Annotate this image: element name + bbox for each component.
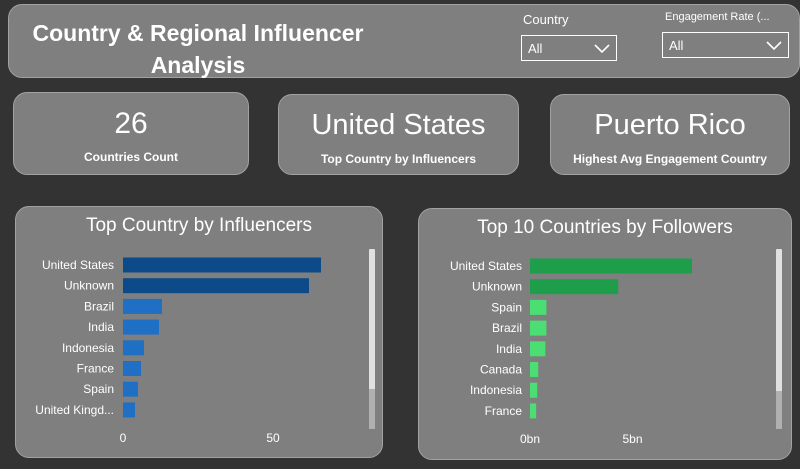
bar[interactable] [530, 403, 537, 419]
bar[interactable] [123, 278, 309, 294]
kpi-value: 26 [114, 107, 148, 140]
bar[interactable] [123, 298, 162, 314]
engagement-dropdown[interactable]: All [662, 32, 789, 58]
header-panel: Country & Regional Influencer Analysis C… [8, 4, 800, 78]
kpi-card-countries-count: 26 Countries Count [13, 92, 249, 175]
engagement-dropdown-value: All [669, 38, 684, 53]
chart-title: Top Country by Influencers [85, 215, 312, 236]
country-filter-label: Country [523, 12, 569, 27]
scrollbar-thumb[interactable] [776, 391, 782, 429]
category-label: Unknown [472, 280, 522, 294]
bar[interactable] [530, 362, 539, 377]
bar[interactable] [530, 382, 538, 398]
category-label: United States [42, 258, 114, 272]
bar[interactable] [123, 340, 144, 356]
category-label: Indonesia [62, 341, 114, 355]
category-label: Spain [83, 382, 114, 396]
bar[interactable] [123, 319, 159, 335]
chevron-down-icon [766, 41, 782, 51]
x-tick-label: 0 [120, 431, 127, 445]
bar[interactable] [530, 320, 547, 336]
chevron-down-icon [594, 44, 610, 54]
category-label: Indonesia [470, 383, 522, 397]
bar[interactable] [530, 258, 692, 274]
influencers-bar-chart: United States Unknown Brazil India Indonesia… [35, 257, 321, 445]
chart-scrollbar[interactable] [776, 249, 782, 429]
category-label: India [88, 320, 114, 334]
kpi-card-highest-engagement: Puerto Rico Highest Avg Engagement Count… [550, 94, 790, 175]
chart-scrollbar[interactable] [369, 249, 375, 429]
category-label: Unknown [64, 279, 114, 293]
bar[interactable] [123, 381, 138, 397]
kpi-label: Highest Avg Engagement Country [573, 152, 767, 166]
bar[interactable] [530, 341, 546, 357]
chart-card-influencers: Top Country by Influencers United States… [15, 206, 383, 458]
category-label: India [496, 342, 522, 356]
scrollbar-thumb[interactable] [369, 389, 375, 429]
category-label: United Kingd... [35, 403, 114, 417]
category-label: Canada [480, 363, 522, 377]
chart-title: Top 10 Countries by Followers [477, 217, 733, 238]
category-label: Spain [491, 300, 522, 314]
category-label: France [485, 404, 523, 418]
bar[interactable] [123, 257, 321, 273]
followers-bar-chart: United States Unknown Spain Brazil India Cana… [450, 258, 692, 446]
category-label: United States [450, 259, 522, 273]
category-label: France [77, 362, 115, 376]
page-title: Country & Regional Influencer Analysis [32, 20, 364, 78]
bar[interactable] [123, 361, 141, 376]
x-tick-label: 50 [266, 431, 280, 445]
x-tick-label: 5bn [622, 432, 642, 446]
country-dropdown-value: All [528, 41, 543, 56]
bar[interactable] [530, 279, 619, 295]
kpi-label: Countries Count [84, 150, 178, 164]
country-dropdown[interactable]: All [521, 35, 617, 61]
x-tick-label: 0bn [520, 432, 540, 446]
chart-card-followers: Top 10 Countries by Followers United Sta… [418, 208, 792, 460]
engagement-filter-label: Engagement Rate (... [665, 11, 770, 23]
bar[interactable] [123, 402, 135, 418]
kpi-label: Top Country by Influencers [320, 152, 477, 166]
bar[interactable] [530, 299, 547, 315]
kpi-value: Puerto Rico [594, 109, 746, 141]
category-label: Brazil [492, 321, 522, 335]
kpi-value: United States [311, 109, 486, 141]
kpi-card-top-country: United States Top Country by Influencers [278, 94, 519, 175]
category-label: Brazil [84, 299, 114, 313]
